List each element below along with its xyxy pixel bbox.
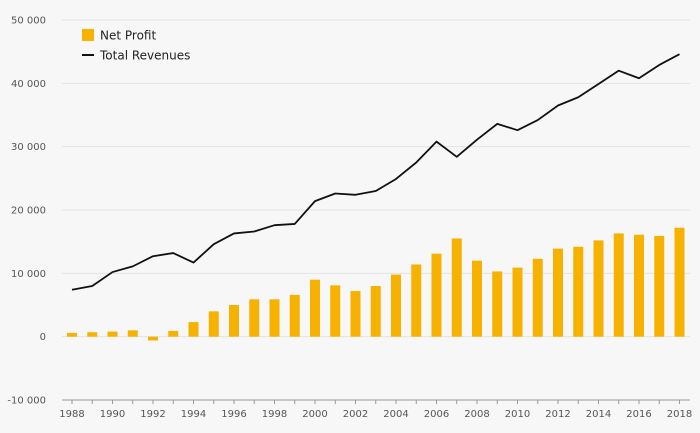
y-tick-label: 0 xyxy=(40,332,46,343)
net-profit-bar xyxy=(391,274,401,337)
net-profit-bar xyxy=(269,299,280,337)
y-axis-tick-labels: -10 000 0 10 000 20 000 30 000 40 000 50 000 xyxy=(7,16,46,407)
x-tick-label: 1992 xyxy=(140,409,165,420)
net-profit-bars xyxy=(67,227,685,341)
x-tick-label: 2016 xyxy=(626,409,651,420)
net-profit-bar xyxy=(208,311,219,337)
y-tick-label: -10 000 xyxy=(7,396,46,407)
x-tick-label: 2000 xyxy=(302,409,327,420)
y-tick-label: 10 000 xyxy=(11,269,46,280)
x-axis: 1988 1990 1992 1994 1996 1998 2000 2002 2004 2006… xyxy=(59,399,692,420)
net-profit-bar xyxy=(107,331,118,337)
x-tick-label: 2004 xyxy=(383,409,408,420)
net-profit-bar xyxy=(532,258,543,337)
legend-swatch-net-profit xyxy=(82,29,94,41)
net-profit-bar xyxy=(67,332,77,337)
x-tick-label: 1988 xyxy=(59,409,84,420)
net-profit-bar xyxy=(593,240,604,337)
net-profit-bar xyxy=(310,279,320,337)
net-profit-bar xyxy=(87,332,98,337)
net-profit-bar xyxy=(411,264,422,337)
net-profit-bar xyxy=(148,336,158,341)
net-profit-bar xyxy=(512,267,523,337)
x-tick-label: 2006 xyxy=(424,409,449,420)
net-profit-bar xyxy=(249,299,260,337)
x-tick-label: 1990 xyxy=(100,409,125,420)
y-tick-label: 30 000 xyxy=(11,142,46,153)
legend: Net Profit Total Revenues xyxy=(82,29,190,63)
total-revenues-series xyxy=(71,53,680,291)
y-tick-label: 20 000 xyxy=(11,206,46,217)
net-profit-bar xyxy=(289,294,300,337)
net-profit-bar xyxy=(431,253,442,337)
net-profit-bar xyxy=(188,322,199,337)
net-profit-bar xyxy=(229,305,239,337)
y-tick-label: 40 000 xyxy=(11,79,46,90)
net-profit-bar xyxy=(350,291,361,337)
total-revenues-line xyxy=(71,53,680,291)
net-profit-bar xyxy=(127,330,138,337)
net-profit-bar xyxy=(492,271,503,337)
legend-label-total-revenues: Total Revenues xyxy=(99,49,190,63)
net-profit-bar xyxy=(370,286,381,337)
x-tick-label: 2010 xyxy=(505,409,530,420)
net-profit-bar xyxy=(613,233,624,337)
net-profit-bar xyxy=(674,227,685,337)
net-profit-bar xyxy=(472,260,482,337)
x-tick-label: 2014 xyxy=(586,409,611,420)
x-tick-label: 2018 xyxy=(667,409,692,420)
net-profit-bar xyxy=(168,330,179,337)
net-profit-bar xyxy=(451,238,462,337)
y-tick-label: 50 000 xyxy=(11,16,46,27)
x-tick-label: 2012 xyxy=(545,409,570,420)
x-tick-label: 1994 xyxy=(181,409,206,420)
x-tick-label: 1998 xyxy=(262,409,287,420)
net-profit-bar xyxy=(330,285,341,337)
x-tick-label: 2002 xyxy=(343,409,368,420)
x-tick-label: 1996 xyxy=(221,409,246,420)
net-profit-bar xyxy=(634,234,644,337)
net-profit-bar xyxy=(654,235,665,337)
net-profit-bar xyxy=(573,246,584,337)
net-profit-bar xyxy=(553,248,563,337)
x-tick-label: 2008 xyxy=(464,409,489,420)
legend-label-net-profit: Net Profit xyxy=(100,29,156,43)
gridlines xyxy=(62,19,690,401)
